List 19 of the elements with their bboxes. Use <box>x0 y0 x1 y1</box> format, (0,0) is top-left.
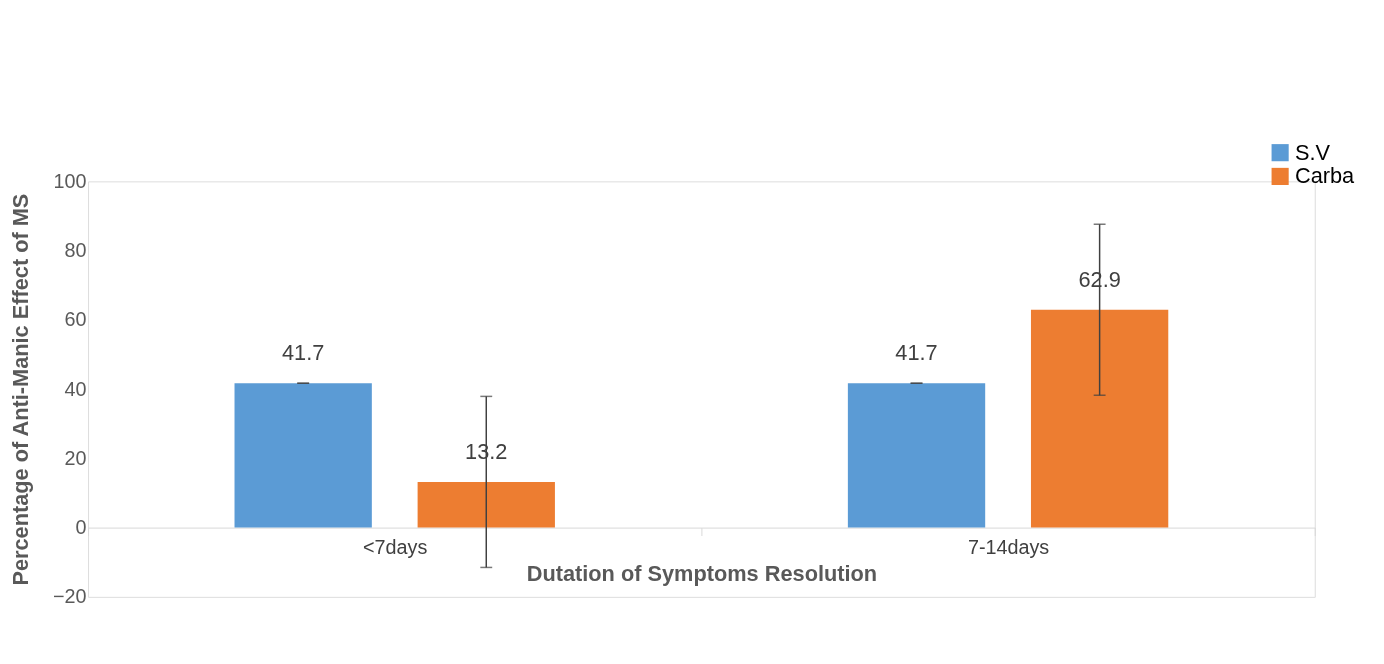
legend-label: Carba <box>1294 163 1356 189</box>
x-tick-label: 7-14days <box>967 535 1050 558</box>
x-axis-title: Dutation of Symptoms Resolution <box>526 560 878 586</box>
bar <box>417 481 555 528</box>
data-label: 41.7 <box>895 340 938 366</box>
y-tick-label: 80 <box>64 239 87 262</box>
legend-label: S.V <box>1294 139 1331 165</box>
data-label: 41.7 <box>282 340 325 366</box>
y-tick-label: 0 <box>75 516 87 539</box>
y-tick-label: 100 <box>53 169 87 192</box>
x-tick-label: <7days <box>363 535 428 558</box>
y-tick-label: 60 <box>64 308 87 331</box>
y-tick-label: 20 <box>64 446 87 469</box>
y-tick-label: −20 <box>53 585 87 608</box>
bar <box>1030 309 1169 528</box>
bar <box>847 383 986 528</box>
bar <box>234 383 372 528</box>
y-axis-title: Percentage of Anti-Manic Effect of MS <box>8 193 34 586</box>
y-tick-label: 40 <box>64 377 87 400</box>
